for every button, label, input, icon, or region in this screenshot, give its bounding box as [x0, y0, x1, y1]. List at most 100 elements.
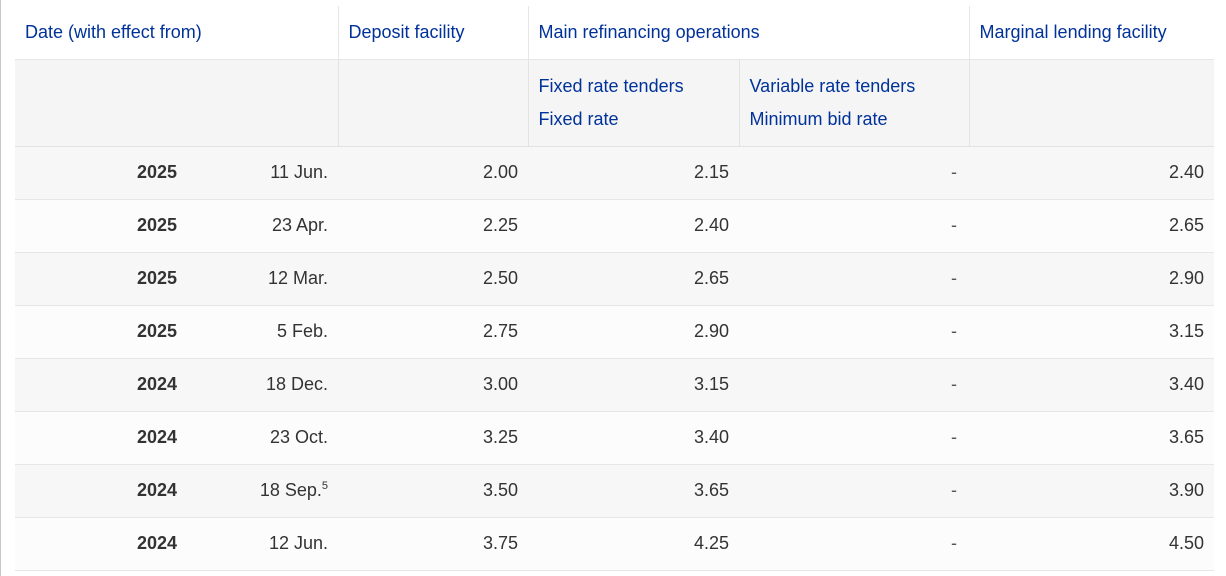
header-fixed-rate-tenders: Fixed rate tenders Fixed rate	[527, 58, 740, 147]
cell-date-value: 23 Oct.	[269, 427, 329, 447]
cell-marginal-lending-value: 3.90	[1168, 480, 1205, 500]
header-sub-empty-mlf	[968, 58, 1215, 147]
cell-deposit-facility: 3.50	[338, 463, 529, 517]
cell-minimum-bid-rate-value: -	[951, 480, 958, 500]
cell-fixed-rate-value: 3.15	[693, 374, 730, 394]
cell-marginal-lending-value: 2.65	[1168, 215, 1205, 235]
cell-minimum-bid-rate-value: -	[951, 162, 958, 182]
cell-minimum-bid-rate-value: -	[951, 533, 958, 553]
cell-year-value: 2024	[136, 374, 177, 394]
cell-deposit-facility: 2.75	[338, 304, 529, 358]
cell-deposit-facility: 2.50	[338, 251, 529, 305]
header-deposit-facility: Deposit facility	[337, 6, 529, 59]
header-fixed-rate-label: Fixed rate	[538, 108, 619, 129]
cell-fixed-rate-value: 2.90	[693, 321, 730, 341]
cell-date: 12 Mar.	[177, 251, 339, 305]
cell-date-value: 12 Mar.	[267, 268, 329, 288]
cell-deposit-facility: 3.75	[338, 516, 529, 571]
cell-fixed-rate: 2.40	[528, 198, 740, 252]
header-variable-rate-tenders-label: Variable rate tenders	[749, 75, 916, 96]
cell-date-value: 11 Jun.	[270, 162, 329, 182]
cell-date-value: 12 Jun.	[268, 533, 329, 553]
cell-fixed-rate-value: 2.65	[693, 268, 730, 288]
cell-marginal-lending-value: 3.15	[1168, 321, 1205, 341]
cell-marginal-lending: 2.90	[969, 251, 1215, 305]
cell-date: 18 Sep.5	[177, 463, 339, 517]
footnote-marker[interactable]: 5	[321, 480, 329, 492]
table-row: 2025 11 Jun. 2.00 2.15 - 2.40	[15, 145, 1215, 199]
cell-fixed-rate: 2.65	[528, 251, 740, 305]
cell-fixed-rate: 3.40	[528, 410, 740, 464]
table-row: 2025 5 Feb. 2.75 2.90 - 3.15	[15, 304, 1215, 358]
cell-year: 2025	[15, 145, 177, 199]
cell-year-value: 2025	[136, 321, 177, 341]
cell-minimum-bid-rate: -	[739, 516, 970, 571]
cell-deposit-facility-value: 2.00	[482, 162, 519, 182]
cell-minimum-bid-rate: -	[739, 410, 970, 464]
cell-year: 2024	[15, 357, 177, 411]
header-row-sub: Fixed rate tenders Fixed rate Variable r…	[15, 58, 1215, 147]
cell-fixed-rate-value: 3.65	[693, 480, 730, 500]
cell-minimum-bid-rate: -	[739, 463, 970, 517]
cell-date-value: 5 Feb.	[276, 321, 329, 341]
cell-date: 23 Oct.	[177, 410, 339, 464]
cell-marginal-lending: 4.50	[969, 516, 1215, 571]
cell-year: 2025	[15, 304, 177, 358]
cell-year-value: 2025	[136, 268, 177, 288]
cell-date: 12 Jun.	[177, 516, 339, 571]
cell-minimum-bid-rate-value: -	[951, 374, 958, 394]
cell-minimum-bid-rate-value: -	[951, 321, 958, 341]
cell-deposit-facility-value: 3.00	[482, 374, 519, 394]
cell-year: 2024	[15, 516, 177, 571]
cell-fixed-rate-value: 3.40	[693, 427, 730, 447]
cell-minimum-bid-rate: -	[739, 198, 970, 252]
cell-fixed-rate: 2.15	[528, 145, 740, 199]
header-date: Date (with effect from)	[15, 6, 339, 59]
cell-deposit-facility-value: 3.25	[482, 427, 519, 447]
cell-minimum-bid-rate: -	[739, 251, 970, 305]
header-row-main: Date (with effect from) Deposit facility…	[15, 6, 1215, 59]
cell-minimum-bid-rate: -	[739, 145, 970, 199]
cell-year: 2025	[15, 251, 177, 305]
cell-minimum-bid-rate-value: -	[951, 215, 958, 235]
table-row: 2024 12 Jun. 3.75 4.25 - 4.50	[15, 516, 1215, 571]
cell-date: 11 Jun.	[177, 145, 339, 199]
cell-date-value: 18 Dec.	[265, 374, 329, 394]
cell-fixed-rate: 2.90	[528, 304, 740, 358]
cell-deposit-facility-value: 3.50	[482, 480, 519, 500]
cell-fixed-rate-value: 4.25	[693, 533, 730, 553]
cell-year: 2024	[15, 463, 177, 517]
cell-minimum-bid-rate-value: -	[951, 427, 958, 447]
table-row: 2024 18 Sep.5 3.50 3.65 - 3.90	[15, 463, 1215, 517]
cell-fixed-rate-value: 2.15	[693, 162, 730, 182]
cell-date: 5 Feb.	[177, 304, 339, 358]
cell-deposit-facility: 3.00	[338, 357, 529, 411]
cell-deposit-facility-value: 2.75	[482, 321, 519, 341]
cell-date: 23 Apr.	[177, 198, 339, 252]
cell-date-value: 23 Apr.	[271, 215, 329, 235]
cell-deposit-facility-value: 2.25	[482, 215, 519, 235]
cell-marginal-lending: 3.40	[969, 357, 1215, 411]
cell-year: 2025	[15, 198, 177, 252]
cell-marginal-lending-value: 2.40	[1168, 162, 1205, 182]
header-main-refinancing: Main refinancing operations	[527, 6, 970, 59]
cell-year-value: 2025	[136, 162, 177, 182]
cell-deposit-facility: 2.00	[338, 145, 529, 199]
cell-marginal-lending: 2.65	[969, 198, 1215, 252]
key-interest-rates-table: Date (with effect from) Deposit facility…	[15, 6, 1215, 571]
cell-marginal-lending-value: 4.50	[1168, 533, 1205, 553]
cell-marginal-lending-value: 3.65	[1168, 427, 1205, 447]
table-row: 2024 18 Dec. 3.00 3.15 - 3.40	[15, 357, 1215, 411]
cell-fixed-rate: 3.15	[528, 357, 740, 411]
cell-year-value: 2024	[136, 427, 177, 447]
table-body: 2025 11 Jun. 2.00 2.15-2.40 2025 23 Apr. 2.25 2…	[15, 145, 1215, 571]
table-row: 2025 12 Mar. 2.50 2.65 - 2.90	[15, 251, 1215, 305]
cell-minimum-bid-rate: -	[739, 304, 970, 358]
cell-year-value: 2024	[136, 533, 177, 553]
header-sub-empty-deposit	[337, 58, 529, 147]
cell-marginal-lending: 3.15	[969, 304, 1215, 358]
header-minimum-bid-rate-label: Minimum bid rate	[749, 108, 888, 129]
cell-marginal-lending: 3.65	[969, 410, 1215, 464]
header-variable-rate-tenders: Variable rate tenders Minimum bid rate	[738, 58, 970, 147]
